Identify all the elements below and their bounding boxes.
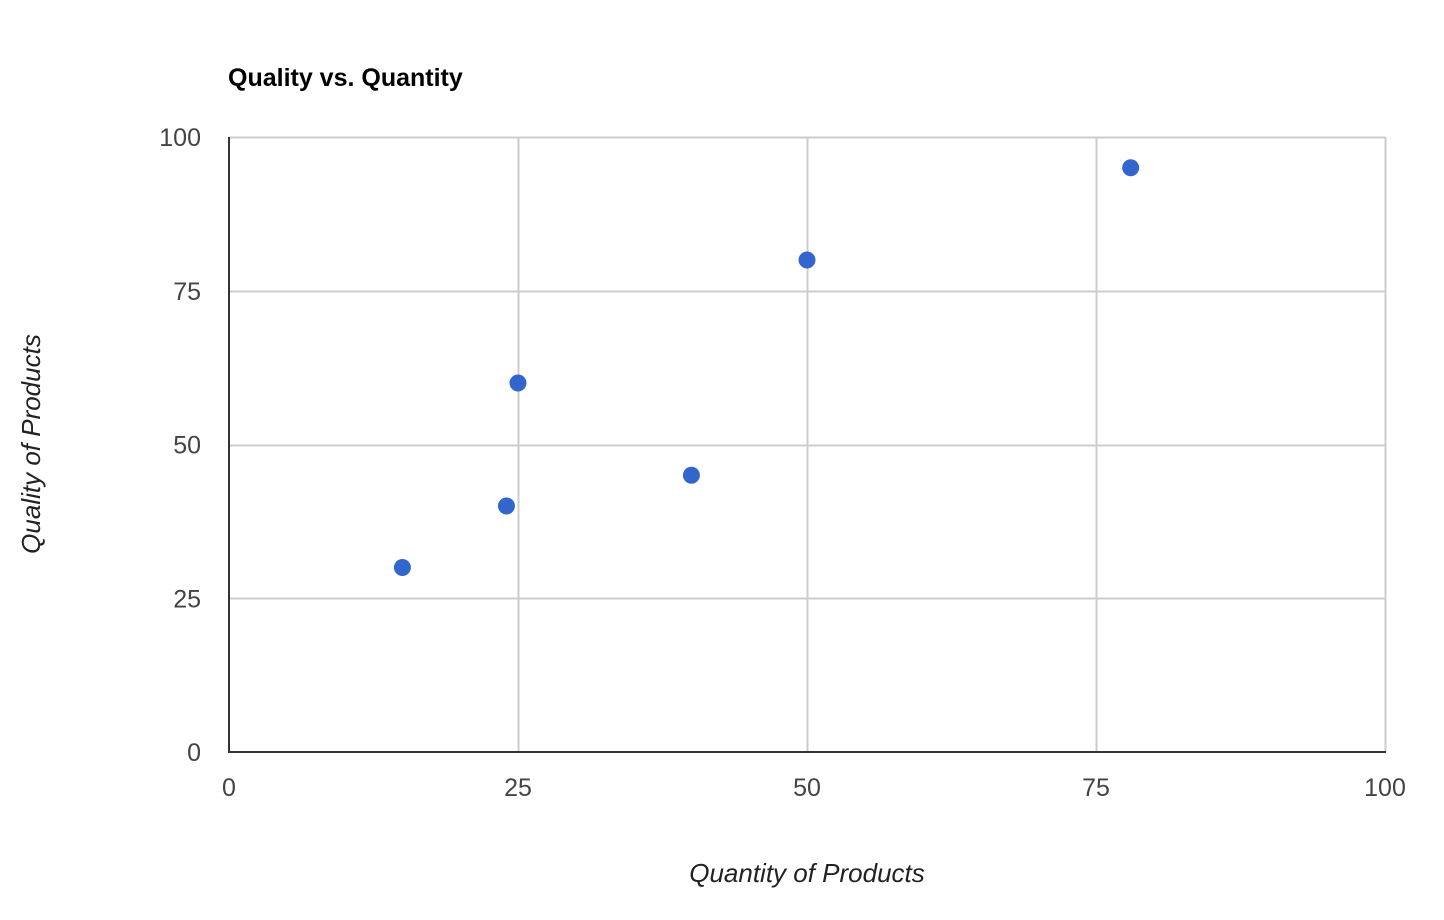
data-point <box>393 559 411 576</box>
grid-lines <box>229 136 1387 752</box>
x-tick-labels: 0 25 50 75 100 <box>222 774 1406 802</box>
data-point <box>509 374 527 392</box>
x-tick-label: 25 <box>504 774 532 802</box>
data-point <box>798 251 816 269</box>
y-tick-label: 0 <box>187 739 201 767</box>
x-tick-label: 75 <box>1082 774 1110 802</box>
x-tick-label: 50 <box>793 774 821 802</box>
y-tick-label: 50 <box>173 432 201 460</box>
data-points <box>393 159 1140 576</box>
y-tick-labels: 0 25 50 75 100 <box>159 124 201 767</box>
y-axis-title: Quality of Products <box>16 334 46 554</box>
y-tick-label: 75 <box>173 278 201 306</box>
x-tick-label: 100 <box>1364 774 1406 802</box>
axes <box>228 137 1386 753</box>
data-point <box>1122 159 1140 177</box>
y-tick-label: 100 <box>159 124 201 152</box>
data-point <box>497 497 515 515</box>
chart-title: Quality vs. Quantity <box>228 64 463 92</box>
x-tick-label: 0 <box>222 774 236 802</box>
x-axis-title: Quantity of Products <box>689 858 925 888</box>
data-point <box>682 466 700 484</box>
y-tick-label: 25 <box>173 585 201 613</box>
